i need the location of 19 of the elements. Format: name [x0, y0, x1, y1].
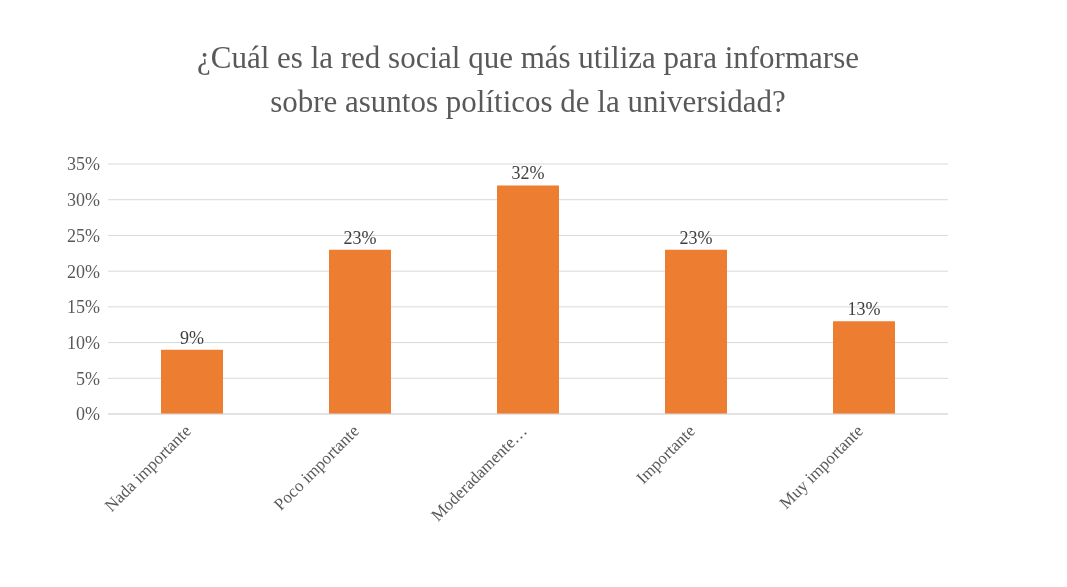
- bar: [665, 249, 727, 414]
- bar: [833, 321, 895, 414]
- bar: [161, 349, 223, 414]
- data-label: 13%: [847, 299, 881, 320]
- data-label: 9%: [180, 327, 204, 348]
- data-label: 32%: [511, 163, 545, 184]
- y-tick-label: 15%: [67, 297, 100, 318]
- y-tick-label: 5%: [76, 368, 100, 389]
- y-tick-label: 0%: [76, 404, 100, 425]
- y-tick-label: 25%: [67, 225, 100, 246]
- bar: [497, 185, 559, 414]
- data-label: 23%: [343, 227, 377, 248]
- y-tick-label: 30%: [67, 190, 100, 211]
- y-tick-label: 20%: [67, 261, 100, 282]
- data-label: 23%: [679, 227, 713, 248]
- bar: [329, 249, 391, 414]
- y-tick-label: 10%: [67, 332, 100, 353]
- y-tick-label: 35%: [67, 154, 100, 175]
- chart-title: ¿Cuál es la red social que más utiliza para informarse sobre asuntos políticos de la universidad?: [196, 39, 860, 121]
